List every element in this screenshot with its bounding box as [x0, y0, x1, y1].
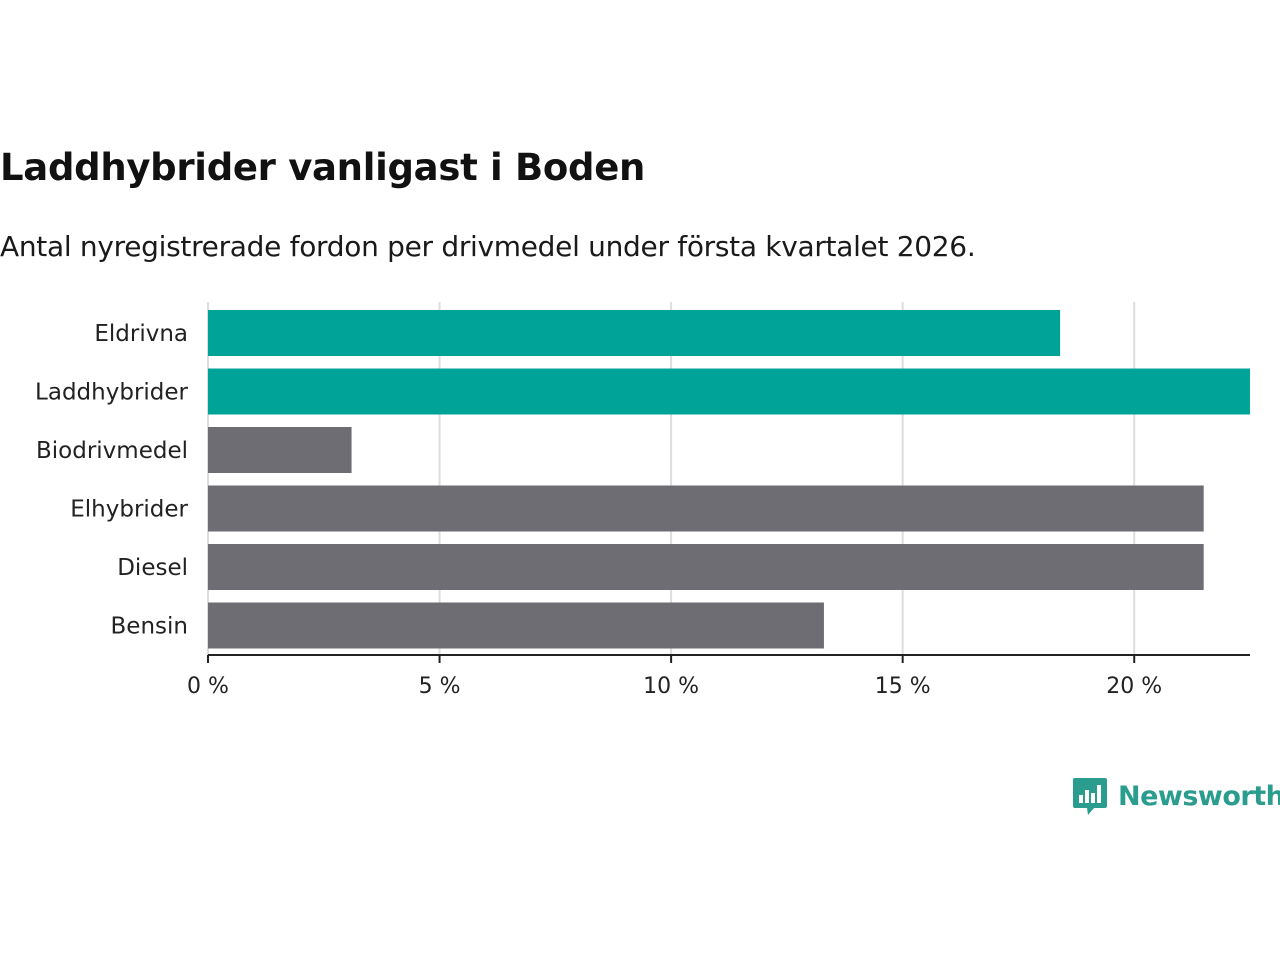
- category-label: Elhybrider: [70, 497, 188, 523]
- bar-biodrivmedel: [208, 427, 352, 473]
- bar-chart: Eldrivna Laddhybrider Biodrivmedel Elhybrid…: [35, 302, 1250, 699]
- brand-name: Newsworthy: [1118, 780, 1280, 812]
- category-label: Eldrivna: [94, 321, 188, 347]
- category-label: Diesel: [117, 555, 188, 581]
- bar-diesel: [208, 544, 1204, 590]
- bar-elhybrider: [208, 485, 1204, 532]
- chart-title: Laddhybrider vanligast i Boden: [0, 146, 646, 189]
- x-tick-label: 15 %: [875, 674, 931, 699]
- category-label: Biodrivmedel: [36, 438, 188, 464]
- category-labels: Eldrivna Laddhybrider Biodrivmedel Elhybrid…: [35, 321, 188, 640]
- x-axis: 0 % 5 % 10 % 15 % 20 %: [187, 654, 1250, 699]
- x-tick-label: 5 %: [419, 674, 461, 699]
- category-label: Laddhybrider: [35, 380, 188, 406]
- category-label: Bensin: [111, 614, 188, 640]
- x-tick-label: 20 %: [1106, 674, 1162, 699]
- gridlines: [207, 302, 1136, 655]
- bars: [208, 310, 1250, 649]
- newsworthy-logo-icon: [1073, 778, 1107, 815]
- bar-laddhybrider: [208, 368, 1250, 415]
- bar-bensin: [208, 602, 824, 649]
- x-tick-label: 10 %: [643, 674, 699, 699]
- bar-eldrivna: [208, 310, 1061, 356]
- chart-subtitle: Antal nyregistrerade fordon per drivmede…: [0, 230, 976, 263]
- brand-logo: Newsworthy: [1072, 776, 1280, 816]
- x-tick-label: 0 %: [187, 674, 229, 699]
